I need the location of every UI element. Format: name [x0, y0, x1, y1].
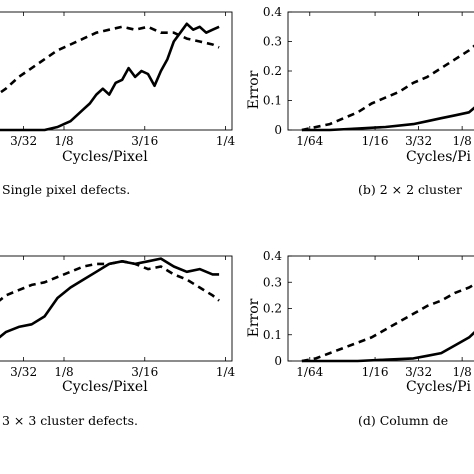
plot-frame: [287, 11, 474, 131]
series-line-dashed: [301, 44, 474, 132]
y-tick-label: 0.1: [263, 328, 282, 342]
y-tick-label: 0.3: [263, 275, 282, 289]
x-tick-label: 1/8: [54, 365, 73, 379]
x-tick-label: 1/16: [362, 365, 389, 379]
y-tick-label: 0.1: [263, 94, 282, 108]
y-tick-label: 0: [274, 354, 282, 368]
series-line-dashed: [0, 25, 220, 95]
panel-caption: 3 × 3 cluster defects.: [2, 413, 138, 428]
x-tick-label: 1/8: [452, 134, 471, 148]
plot-frame: [287, 255, 474, 362]
x-tick-label: 1/4: [216, 134, 236, 148]
y-tick-label: 0.4: [263, 5, 282, 19]
chart-panel-b: 1/64 1/16 3/32 1/8 0 0.1 0.2 0.3 0.4 Cycles/Pi Err…: [246, 5, 474, 197]
series-line-dashed: [0, 259, 220, 302]
series-line-solid: [0, 257, 220, 339]
chart-panel-c: 3/32 1/8 3/16 1/4 Cycles/Pixel 3 × 3 cluster …: [0, 255, 236, 428]
panel-caption: (b) 2 × 2 cluster: [358, 182, 462, 197]
x-tick-label: 3/32: [405, 365, 432, 379]
y-axis-label: Error: [246, 70, 262, 109]
x-tick-label: 3/32: [405, 134, 432, 148]
y-tick-label: 0.2: [263, 302, 282, 316]
y-tick-label: 0.4: [263, 249, 282, 263]
plot-frame: [0, 255, 233, 362]
x-axis-label: Cycles/Pixel: [62, 379, 148, 395]
x-axis-label: Cycles/Pi: [406, 379, 472, 395]
panel-caption: (d) Column de: [358, 413, 448, 428]
x-tick-label: 3/16: [131, 365, 158, 379]
chart-panel-d: 1/64 1/16 3/32 1/8 0 0.1 0.2 0.3 0.4 Cycles/Pi Err…: [246, 249, 474, 428]
x-tick-label: 1/64: [296, 134, 323, 148]
x-tick-label: 1/16: [362, 134, 389, 148]
y-tick-label: 0: [274, 123, 282, 137]
chart-panel-a: 3/32 1/8 3/16 1/4 Cycles/Pixel Single pixel d…: [0, 11, 236, 197]
x-tick-label: 3/32: [10, 134, 37, 148]
x-tick-label: 1/8: [452, 365, 471, 379]
x-axis-label: Cycles/Pi: [406, 149, 472, 165]
y-tick-label: 0.3: [263, 35, 282, 49]
series-line-solid: [0, 22, 220, 132]
y-tick-label: 0.2: [263, 64, 282, 78]
x-axis-label: Cycles/Pixel: [62, 149, 148, 165]
x-tick-label: 1/4: [216, 365, 236, 379]
panel-caption: Single pixel defects.: [2, 182, 130, 197]
x-tick-label: 3/32: [10, 365, 37, 379]
x-tick-label: 1/64: [296, 365, 323, 379]
x-tick-label: 3/16: [131, 134, 158, 148]
plot-frame: [0, 11, 233, 131]
x-tick-label: 1/8: [54, 134, 73, 148]
y-axis-label: Error: [246, 298, 262, 337]
